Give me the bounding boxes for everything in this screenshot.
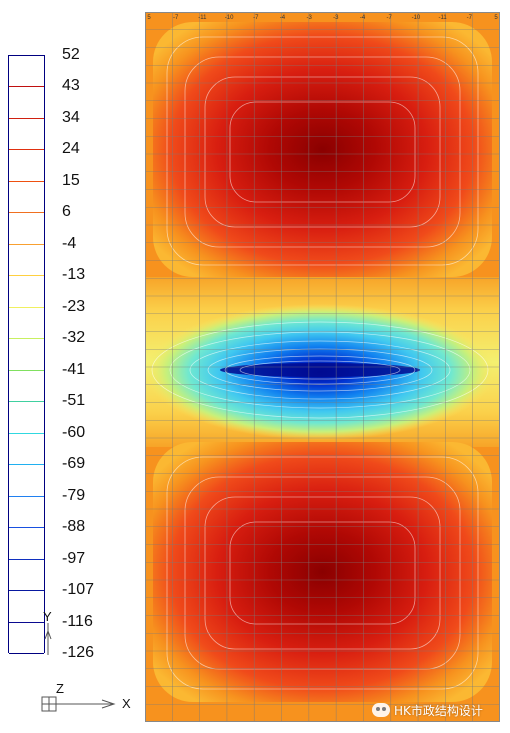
legend-band <box>9 591 44 623</box>
legend-label: -79 <box>62 486 86 504</box>
trough-core <box>220 363 420 377</box>
wechat-icon <box>372 703 390 717</box>
contour-plot-canvas: 5 -7 -11 -10 -7 -4 -3 -3 -4 -7 -10 -11 -7 5 <box>145 12 500 722</box>
top-row-label: -4 <box>360 15 366 21</box>
top-row-label: -3 <box>333 15 339 21</box>
legend-label: 24 <box>62 140 80 158</box>
legend-label: -13 <box>62 266 86 284</box>
legend-band <box>9 118 44 151</box>
legend-band <box>9 465 44 497</box>
contour-plot: 5 -7 -11 -10 -7 -4 -3 -3 -4 -7 -10 -11 -7 5 <box>145 12 500 722</box>
legend-label: -51 <box>62 392 86 410</box>
plot-border <box>145 12 500 722</box>
legend-color-scale <box>8 55 45 654</box>
legend-band <box>9 150 44 182</box>
top-row-label: -4 <box>280 15 286 21</box>
top-row-label: -3 <box>306 15 312 21</box>
legend-label: -41 <box>62 360 86 378</box>
top-row-label: 5 <box>147 15 151 21</box>
legend-band <box>9 496 44 529</box>
legend-band <box>9 56 44 88</box>
top-lobe <box>153 22 492 277</box>
legend-label: -88 <box>62 518 86 536</box>
watermark-text: HK市政结构设计 <box>394 703 483 718</box>
contour-lines <box>166 36 479 690</box>
x-axis-label: X <box>122 696 131 711</box>
legend-label: -126 <box>62 644 95 661</box>
legend-label: 15 <box>62 171 80 189</box>
y-axis-indicator: Y <box>40 609 60 655</box>
legend-label: -4 <box>62 234 77 252</box>
legend-band <box>9 433 44 466</box>
legend-band <box>9 402 44 434</box>
y-axis-label: Y <box>43 609 52 624</box>
top-row-label: 5 <box>494 15 498 21</box>
legend-label: -23 <box>62 297 86 315</box>
legend-band <box>9 370 44 403</box>
legend-label: 6 <box>62 203 71 221</box>
legend-label: 34 <box>62 108 80 126</box>
legend-band <box>9 244 44 277</box>
legend-band <box>9 213 44 245</box>
top-row-label: -7 <box>387 15 393 21</box>
top-row-labels: 5 -7 -11 -10 -7 -4 -3 -3 -4 -7 -10 -11 -7 5 <box>147 15 498 21</box>
legend-band <box>9 181 44 214</box>
legend-label: 52 <box>62 46 80 63</box>
legend-band <box>9 528 44 560</box>
top-row-label: -7 <box>253 15 259 21</box>
legend-label: -32 <box>62 329 86 347</box>
mesh-grid <box>145 12 500 722</box>
top-row-label: -10 <box>225 15 234 21</box>
legend-band <box>9 307 44 340</box>
legend-band <box>9 339 44 371</box>
top-row-label: -11 <box>438 15 447 21</box>
contour-legend: 52 43 34 24 15 6 -4 -13 -23 -32 -41 -51 -60 -69 -79 -88… <box>0 0 140 733</box>
top-row-label: -10 <box>412 15 421 21</box>
legend-label: -107 <box>62 581 95 599</box>
bottom-lobe <box>153 442 492 702</box>
top-row-label: -7 <box>173 15 179 21</box>
legend-band <box>9 559 44 592</box>
z-axis-label: Z <box>56 681 64 696</box>
axis-triad: Z X <box>36 677 146 727</box>
top-row-label: -11 <box>198 15 207 21</box>
legend-label: -116 <box>62 612 93 630</box>
legend-band <box>9 87 44 119</box>
legend-label: 43 <box>62 77 80 95</box>
top-row-label: -7 <box>467 15 473 21</box>
legend-band <box>9 276 44 308</box>
trough-contours <box>151 321 489 419</box>
legend-band <box>9 622 44 654</box>
legend-label: -97 <box>62 549 86 567</box>
legend-label: -69 <box>62 455 86 473</box>
watermark: HK市政结构设计 <box>372 700 483 720</box>
legend-label: -60 <box>62 423 86 441</box>
